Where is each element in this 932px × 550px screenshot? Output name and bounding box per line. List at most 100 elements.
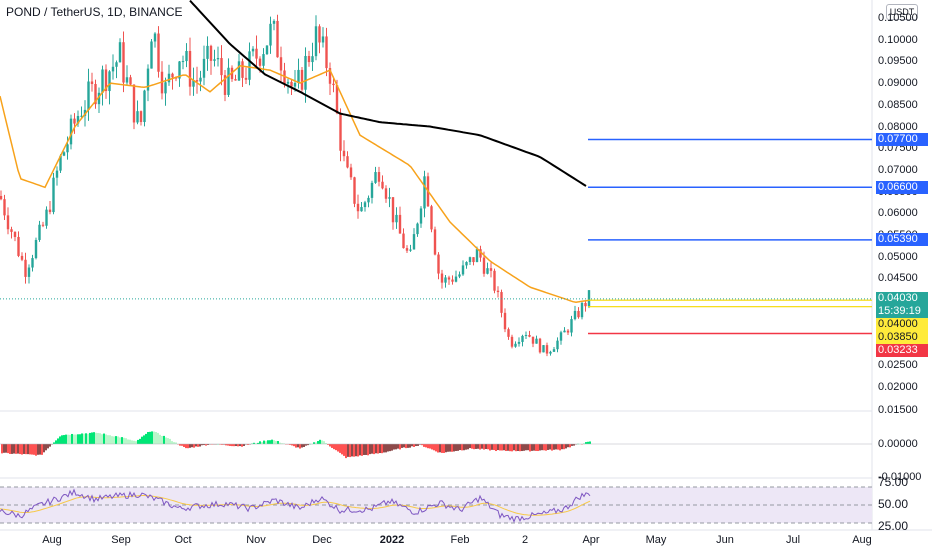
oscillator-bar (423, 444, 425, 447)
candle-body (248, 51, 251, 80)
candle-body (503, 312, 507, 330)
oscillator-bar (493, 444, 495, 451)
oscillator-bar (101, 434, 103, 444)
oscillator-bar (105, 434, 107, 444)
candle-body (542, 345, 545, 353)
candle-body (367, 197, 370, 203)
oscillator-bar (165, 437, 167, 444)
price-axis-tick: 0.06000 (878, 207, 918, 220)
oscillator-bar (125, 438, 127, 444)
candle-body (489, 268, 493, 271)
oscillator-bar (179, 444, 181, 446)
oscillator-bar (231, 444, 233, 447)
oscillator-bar (23, 444, 25, 454)
oscillator-bar (293, 444, 295, 447)
oscillator-bar (369, 444, 371, 455)
oscillator-tick-high: 0.01500 (878, 404, 918, 416)
oscillator-bar (15, 444, 17, 454)
oscillator-bar (443, 444, 445, 453)
oscillator-bar (317, 441, 319, 444)
candle-body (325, 36, 328, 69)
candle-body (538, 338, 542, 353)
candle-body (279, 57, 283, 71)
oscillator-bar (283, 443, 285, 444)
oscillator-bar (227, 444, 229, 446)
candle-body (192, 80, 195, 87)
oscillator-bar (417, 444, 419, 446)
candle-body (272, 20, 276, 24)
oscillator-bar (29, 444, 31, 455)
oscillator-bar (403, 444, 405, 448)
candle-body (115, 62, 118, 67)
candle-body (258, 58, 262, 66)
time-axis-label: Oct (174, 534, 192, 546)
candle-body (528, 334, 531, 337)
candle-body (83, 109, 87, 116)
candle-body (220, 58, 223, 76)
oscillator-bar (61, 435, 63, 444)
oscillator-bar (491, 444, 493, 450)
oscillator-bar (367, 444, 369, 456)
candle-body (472, 257, 475, 263)
candle-body (216, 58, 220, 60)
oscillator-bar (329, 444, 331, 447)
oscillator-bar (389, 444, 391, 452)
candle-body (136, 111, 139, 123)
candle-body (412, 234, 416, 250)
oscillator-bar (147, 432, 149, 444)
currency-badge[interactable]: USDT (886, 4, 918, 20)
oscillator-bar (75, 434, 77, 444)
oscillator-bar (243, 444, 245, 446)
oscillator-bar (559, 444, 561, 451)
oscillator-bar (97, 433, 99, 444)
oscillator-bar (37, 444, 39, 455)
oscillator-bar (73, 434, 75, 444)
candle-body (150, 41, 153, 69)
oscillator-bar (299, 444, 301, 449)
oscillator-bar (529, 444, 531, 452)
price-axis-tick: 0.09000 (878, 77, 918, 90)
oscillator-bar (121, 437, 123, 444)
candle-body (454, 276, 458, 282)
candle-body (286, 81, 290, 84)
oscillator-bar (33, 444, 35, 455)
candle-body (55, 170, 59, 178)
oscillator-bar (537, 444, 539, 452)
candle-body (195, 80, 199, 82)
candle-body (465, 262, 468, 266)
oscillator-bar (229, 444, 231, 446)
time-axis-label: Aug (42, 534, 62, 546)
candle-body (223, 75, 227, 95)
candle-body (374, 172, 377, 183)
price-axis-tick: 0.02000 (878, 381, 918, 393)
candle-body (360, 207, 363, 212)
candle-body (143, 90, 146, 123)
oscillator-bar (183, 444, 185, 447)
oscillator-bar (163, 435, 165, 444)
oscillator-bar (173, 442, 175, 444)
oscillator-bar (339, 444, 341, 453)
oscillator-bar (241, 444, 243, 447)
oscillator-bar (375, 444, 377, 454)
candle-body (241, 61, 244, 78)
oscillator-bar (563, 444, 565, 450)
candle-body (419, 208, 423, 224)
oscillator-bar (539, 444, 541, 451)
candle-body (69, 118, 73, 145)
oscillator-bar (67, 434, 69, 444)
oscillator-bar (401, 444, 403, 448)
candle-body (188, 50, 192, 87)
oscillator-bar (71, 433, 73, 444)
oscillator-bar (453, 444, 455, 452)
oscillator-bar (245, 444, 247, 445)
time-axis-label: Aug (852, 534, 872, 546)
candle-body (507, 329, 510, 337)
oscillator-bar (457, 444, 459, 451)
oscillator-bar (193, 444, 195, 448)
candle-body (573, 310, 577, 320)
oscillator-bar (83, 433, 85, 444)
candle-body (552, 349, 556, 352)
rsi-tick-25: 25.00 (878, 519, 909, 533)
candle-body (139, 111, 143, 123)
